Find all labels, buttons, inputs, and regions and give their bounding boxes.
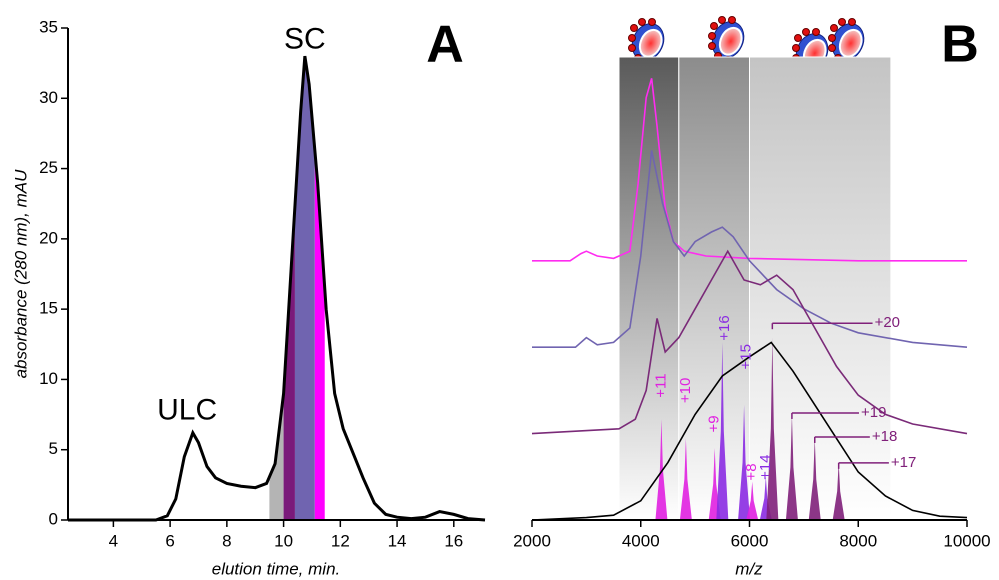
x-tick-label: 4000 — [622, 531, 660, 550]
charge-label: +19 — [861, 404, 886, 421]
fraction-band — [618, 56, 680, 521]
charge-label: +16 — [716, 315, 733, 340]
y-tick-label: 25 — [39, 158, 58, 177]
x-tick-label: 10 — [274, 531, 293, 550]
x-tick-label: 8 — [222, 531, 231, 550]
icon-bead — [628, 44, 636, 52]
y-tick-label: 20 — [39, 228, 58, 247]
icon-core — [638, 28, 663, 58]
peak — [832, 462, 845, 520]
icon-bead — [838, 18, 846, 26]
icon-bead — [828, 34, 836, 42]
x-tick-label: 8000 — [839, 531, 877, 550]
icon-bead — [648, 18, 656, 26]
peak — [716, 342, 729, 520]
charge-label: +17 — [891, 454, 916, 471]
x-tick-label: 2000 — [513, 531, 551, 550]
fraction-band — [283, 56, 295, 520]
icon-bead — [792, 44, 800, 52]
charge-label: +11 — [652, 373, 669, 397]
trace — [532, 150, 968, 348]
y-tick-label: 0 — [49, 509, 58, 528]
charge-label: +8 — [743, 463, 760, 480]
icon-bead — [728, 16, 736, 24]
x-axis-title: m/z — [735, 559, 763, 578]
x-tick-label: 4 — [109, 531, 118, 550]
icon-bead — [718, 16, 726, 24]
charge-label: +9 — [706, 415, 723, 432]
peak — [766, 337, 779, 520]
charge-label: +18 — [872, 428, 897, 445]
y-tick-label: 35 — [39, 17, 58, 36]
peak — [655, 419, 668, 520]
trace — [532, 78, 967, 262]
panel-label: B — [941, 16, 979, 74]
fraction-band — [294, 56, 315, 520]
annotation: SC — [284, 23, 326, 56]
trace — [531, 249, 968, 435]
annotation: ULC — [157, 394, 217, 427]
icon-bead — [812, 28, 820, 36]
y-axis-title: absorbance (280 nm), mAU — [11, 169, 30, 379]
charge-label: +10 — [677, 378, 694, 403]
panel-label: A — [426, 16, 464, 74]
peak — [738, 404, 751, 520]
icon-core — [838, 28, 863, 58]
icon-bead — [828, 44, 836, 52]
icon-bead — [630, 24, 638, 32]
charge-label: +15 — [738, 344, 755, 369]
icon-bead — [708, 42, 716, 50]
y-tick-label: 5 — [49, 439, 58, 458]
charge-label: +20 — [875, 314, 900, 331]
icon-bead — [638, 18, 646, 26]
x-tick-label: 10000 — [943, 531, 990, 550]
peak — [746, 481, 759, 520]
peak — [679, 438, 692, 520]
y-tick-label: 10 — [39, 369, 58, 388]
trace — [531, 341, 968, 521]
peak — [785, 414, 798, 520]
icon-bead — [848, 18, 856, 26]
icon-bead — [794, 34, 802, 42]
y-tick-label: 30 — [39, 88, 58, 107]
x-tick-label: 12 — [331, 531, 350, 550]
x-axis-title: elution time, min. — [212, 559, 341, 578]
icon-bead — [830, 24, 838, 32]
fraction-band — [314, 56, 325, 520]
charge-label: +14 — [757, 454, 774, 479]
y-tick-label: 15 — [39, 299, 58, 318]
x-tick-label: 6000 — [731, 531, 769, 550]
x-tick-label: 6 — [165, 531, 174, 550]
peak — [808, 438, 821, 520]
icon-bead — [802, 28, 810, 36]
fraction-band — [678, 56, 750, 521]
icon-bead — [708, 32, 716, 40]
icon-bead — [710, 22, 718, 30]
icon-core — [718, 26, 743, 56]
icon-bead — [628, 34, 636, 42]
x-tick-label: 16 — [444, 531, 463, 550]
x-tick-label: 14 — [388, 531, 407, 550]
trace — [68, 55, 486, 522]
